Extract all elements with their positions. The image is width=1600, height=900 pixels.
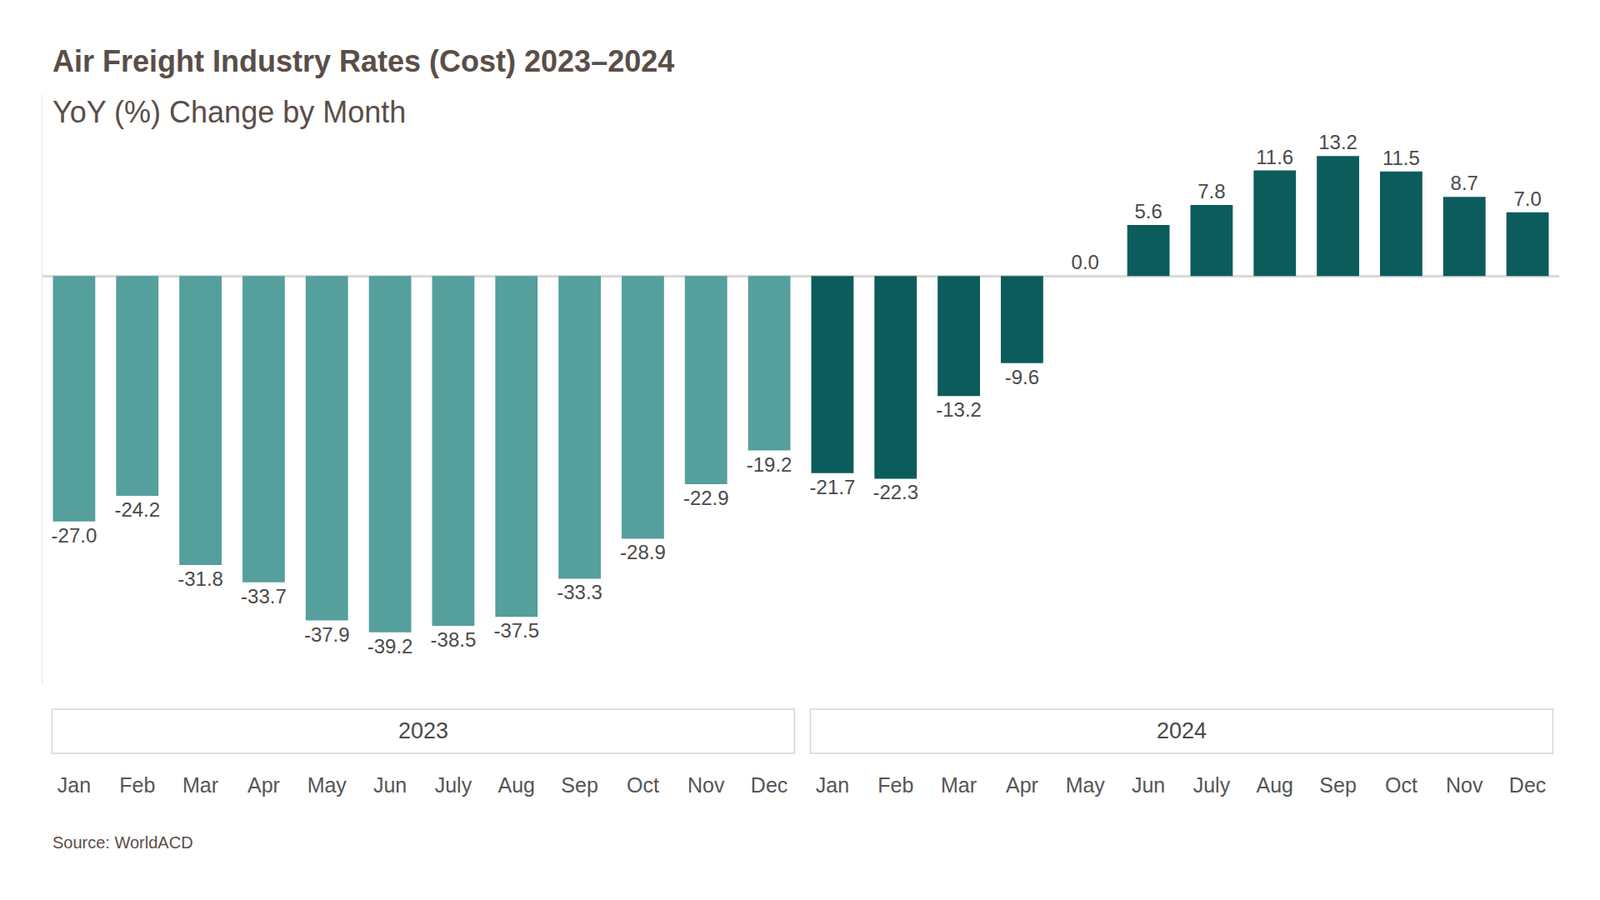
- svg-text:-9.6: -9.6: [1005, 365, 1040, 389]
- svg-text:-22.3: -22.3: [872, 480, 919, 504]
- svg-text:13.2: 13.2: [1318, 130, 1358, 154]
- svg-text:-24.2: -24.2: [114, 498, 160, 521]
- svg-text:Oct: Oct: [1385, 773, 1418, 797]
- svg-text:YoY (%) Change by Month: YoY (%) Change by Month: [52, 95, 406, 130]
- svg-text:5.6: 5.6: [1134, 200, 1162, 223]
- svg-text:-33.3: -33.3: [556, 580, 603, 604]
- svg-text:Source: WorldACD: Source: WorldACD: [52, 833, 194, 852]
- svg-text:7.0: 7.0: [1513, 187, 1541, 210]
- svg-text:-19.2: -19.2: [746, 453, 793, 476]
- svg-text:-22.9: -22.9: [683, 486, 730, 510]
- svg-text:July: July: [435, 773, 473, 797]
- svg-text:Feb: Feb: [119, 773, 155, 797]
- svg-text:-39.2: -39.2: [367, 635, 414, 658]
- svg-text:Aug: Aug: [498, 773, 535, 797]
- svg-text:-37.5: -37.5: [493, 619, 540, 642]
- svg-text:0.0: 0.0: [1071, 250, 1100, 274]
- svg-text:Sep: Sep: [1319, 773, 1356, 797]
- svg-text:Apr: Apr: [1005, 773, 1039, 797]
- svg-text:Air Freight Industry Rates (Co: Air Freight Industry Rates (Cost) 2023–2…: [52, 44, 675, 79]
- svg-text:-13.2: -13.2: [935, 398, 982, 421]
- svg-text:Jun: Jun: [373, 773, 407, 797]
- svg-text:Aug: Aug: [1256, 773, 1294, 797]
- svg-text:-33.7: -33.7: [240, 585, 287, 608]
- svg-text:2024: 2024: [1156, 718, 1207, 744]
- svg-text:Feb: Feb: [877, 773, 914, 797]
- svg-text:-28.9: -28.9: [620, 540, 666, 564]
- svg-text:Dec: Dec: [1509, 773, 1546, 797]
- svg-text:Nov: Nov: [687, 773, 725, 797]
- svg-text:Jun: Jun: [1131, 773, 1165, 797]
- svg-text:11.5: 11.5: [1382, 146, 1420, 170]
- svg-text:Nov: Nov: [1445, 773, 1484, 797]
- svg-text:-27.0: -27.0: [51, 524, 98, 547]
- svg-text:-21.7: -21.7: [810, 475, 856, 499]
- svg-text:Apr: Apr: [247, 773, 280, 797]
- svg-text:Oct: Oct: [626, 773, 660, 797]
- svg-text:Jan: Jan: [815, 773, 850, 797]
- svg-text:May: May: [307, 773, 348, 797]
- svg-text:May: May: [1065, 773, 1106, 797]
- svg-text:-38.5: -38.5: [430, 628, 477, 651]
- svg-text:-31.8: -31.8: [177, 567, 224, 590]
- svg-text:Jan: Jan: [57, 773, 91, 797]
- svg-text:8.7: 8.7: [1450, 171, 1479, 195]
- svg-text:Mar: Mar: [182, 773, 219, 797]
- svg-text:Mar: Mar: [940, 773, 977, 797]
- svg-text:2023: 2023: [398, 718, 449, 744]
- svg-text:Dec: Dec: [750, 773, 788, 797]
- svg-text:11.6: 11.6: [1255, 145, 1294, 169]
- svg-text:July: July: [1193, 773, 1231, 797]
- svg-text:7.8: 7.8: [1197, 180, 1225, 203]
- svg-text:-37.9: -37.9: [304, 623, 350, 646]
- svg-text:Sep: Sep: [560, 773, 598, 797]
